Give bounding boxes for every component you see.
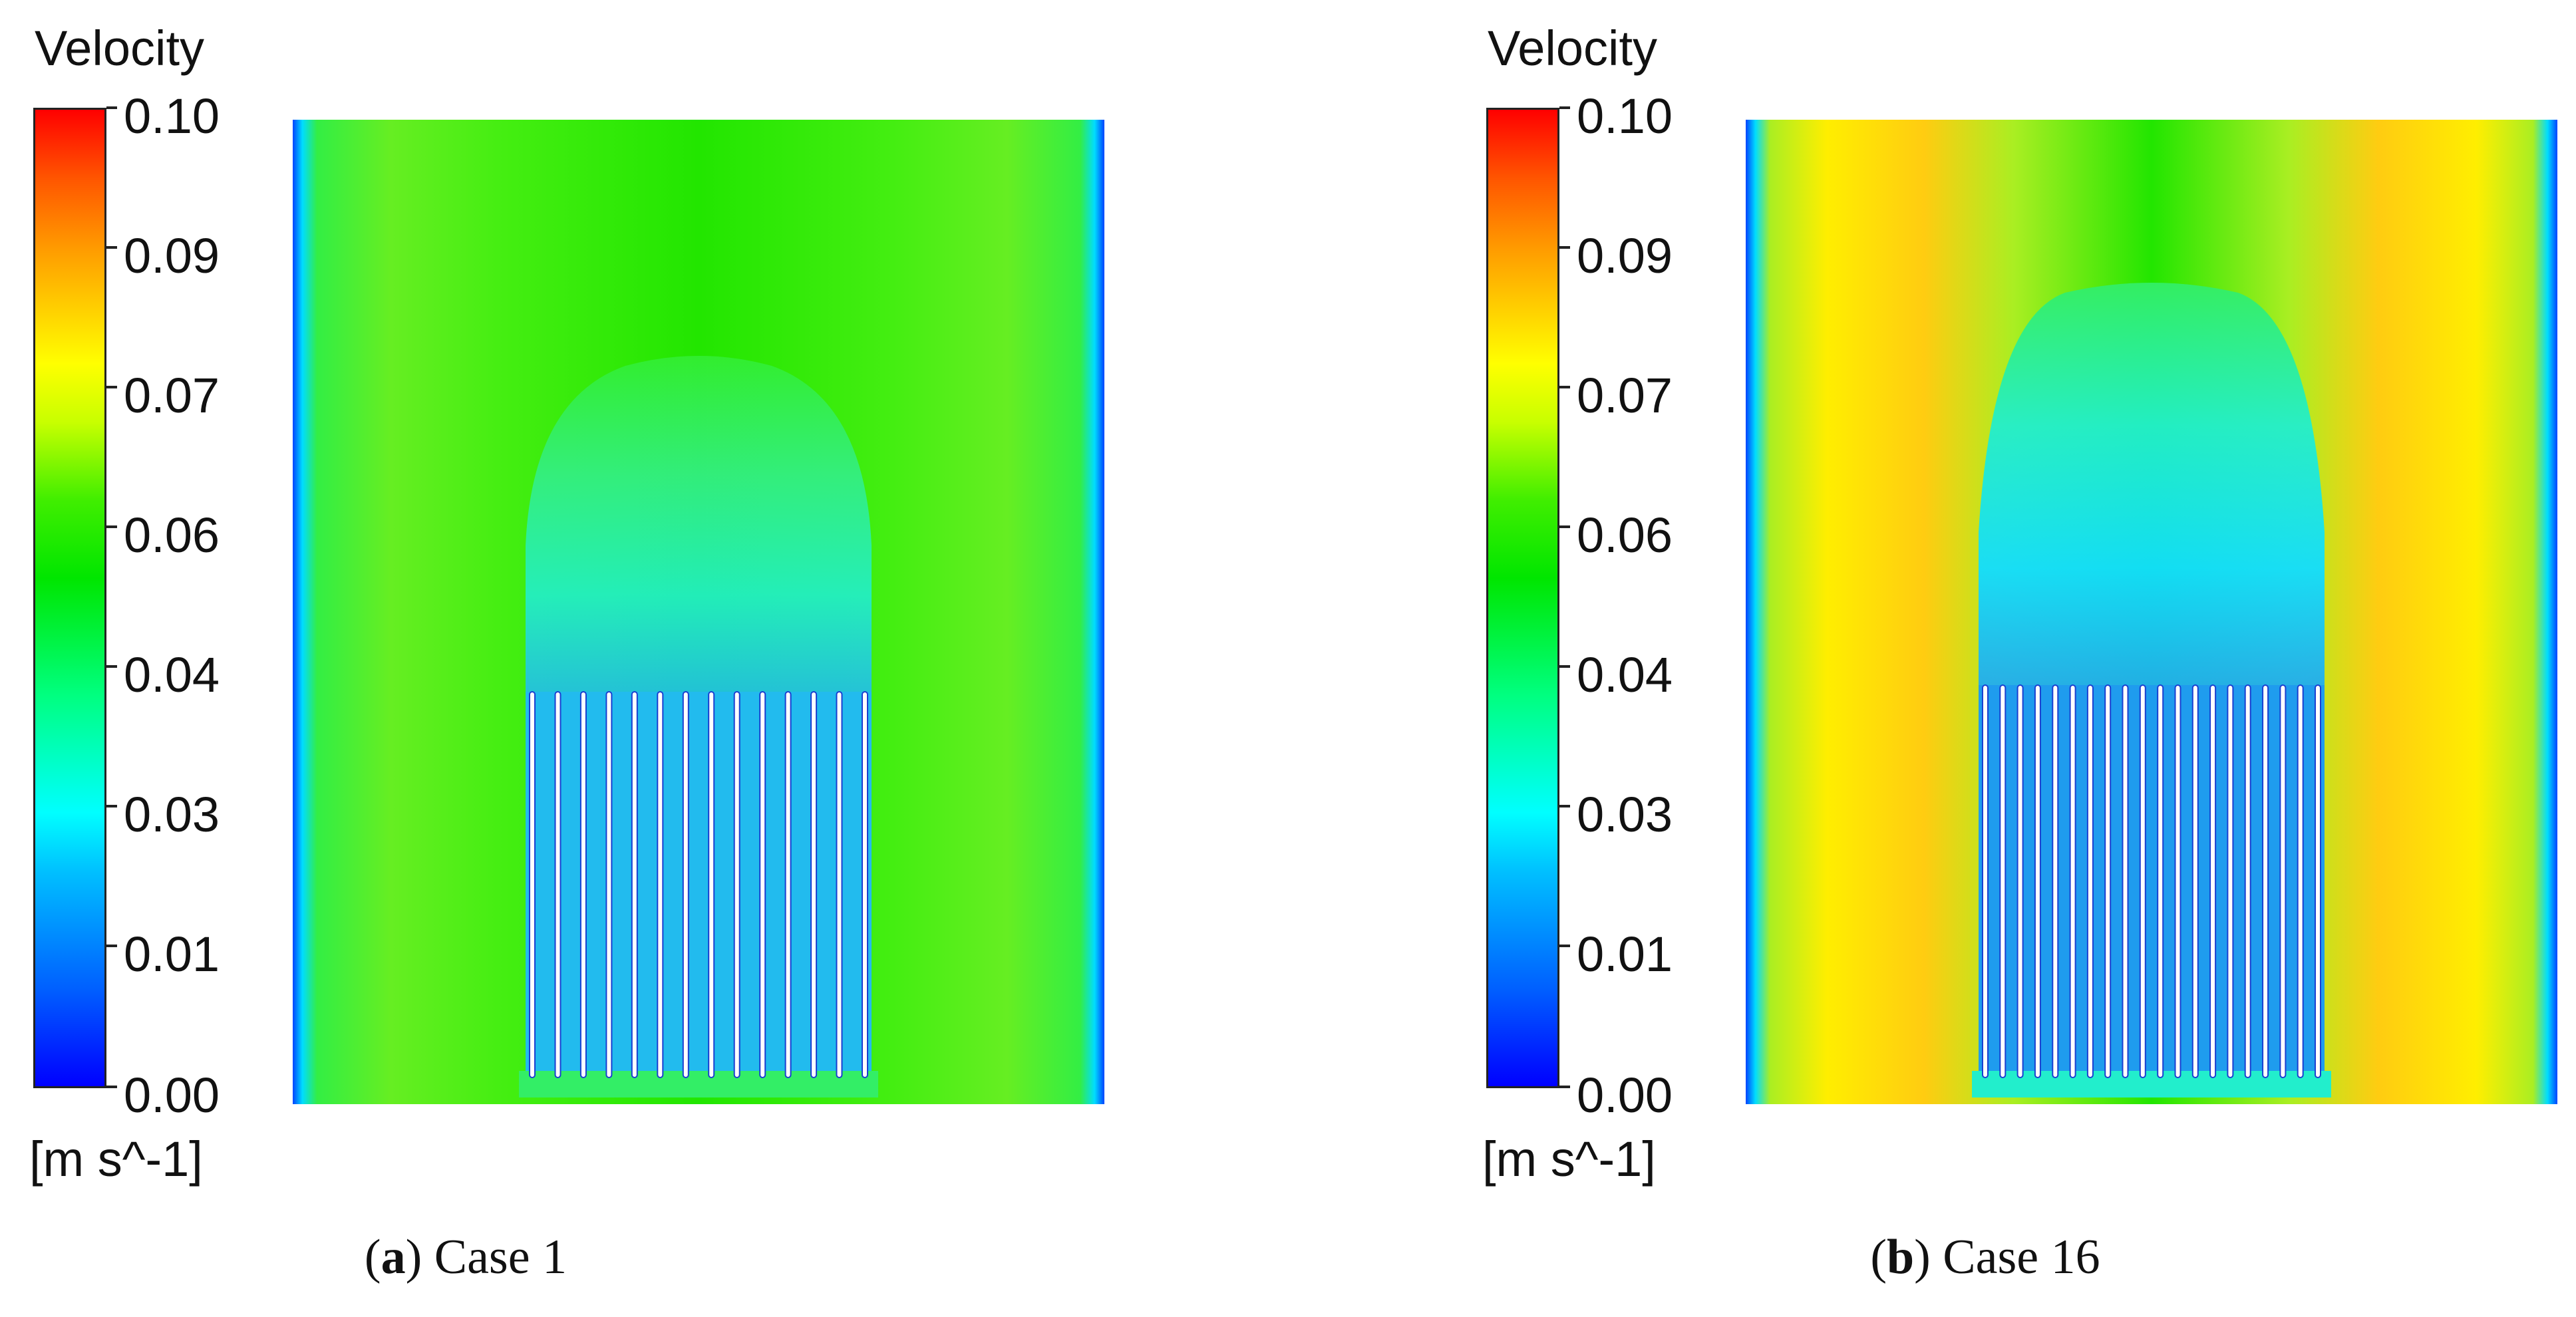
tick-label-0-06: 0.06 [124,508,220,563]
caption-b: (b) Case 16 [1870,1230,2100,1284]
plate [1982,684,1989,1078]
plate [2297,684,2304,1078]
tick-label-0-00: 0.00 [1577,1068,1673,1123]
plate [2174,684,2181,1078]
plate [836,691,843,1078]
plate [2034,684,2041,1078]
plate [605,691,613,1078]
plate [862,691,868,1078]
plate [2227,684,2234,1078]
caption-text: Case 16 [1943,1230,2100,1284]
plate [2244,684,2251,1078]
plate [579,691,587,1078]
tick-mark [106,1086,117,1088]
tick-mark [106,525,117,528]
tick-label-0-00: 0.00 [124,1068,220,1123]
tick-mark [106,106,117,109]
tick-mark [1559,386,1570,388]
plate [2122,684,2129,1078]
plate [759,691,766,1078]
plate [682,691,689,1078]
colorbar-title: Velocity [35,21,205,76]
colorbar-unit: [m s^-1] [29,1131,203,1187]
tick-label-0-10: 0.10 [1577,88,1673,144]
tick-label-0-10: 0.10 [124,88,220,144]
plate [631,691,638,1078]
caption-letter: a [381,1230,406,1284]
plate-array [529,691,868,1078]
plate [2069,684,2076,1078]
panel-case-1: Velocity 0.10 0.09 0.07 0.06 0.04 0.03 0… [29,21,1104,1284]
colorbar-unit: [m s^-1] [1482,1131,1656,1187]
tick-label-0-09: 0.09 [124,228,220,283]
plate [2191,684,2199,1078]
plate-array [1982,684,2321,1078]
velocity-colorbar [33,108,106,1088]
tick-label-0-09: 0.09 [1577,228,1673,283]
plate [2262,684,2269,1078]
tick-label-0-07: 0.07 [124,368,220,423]
plate [2052,684,2059,1078]
tick-label-0-04: 0.04 [1577,647,1673,702]
tick-mark [1559,525,1570,528]
tick-mark [1559,1086,1570,1088]
plate [784,691,792,1078]
tick-mark [106,805,117,807]
tick-mark [1559,945,1570,947]
plate [2104,684,2112,1078]
tick-label-0-07: 0.07 [1577,368,1673,423]
plate [2086,684,2094,1078]
velocity-colorbar [1486,108,1559,1088]
panel-case-16: Velocity 0.10 0.09 0.07 0.06 0.04 0.03 0… [1453,0,2576,1317]
tick-mark [1559,106,1570,109]
plate [2279,684,2287,1078]
tick-label-0-04: 0.04 [124,647,220,702]
tick-label-0-01: 0.01 [1577,927,1673,982]
tick-label-0-03: 0.03 [124,787,220,842]
plate [2209,684,2217,1078]
tick-mark [106,665,117,668]
plate [2016,684,2024,1078]
caption-a: (a) Case 1 [364,1230,567,1284]
plate [2315,684,2321,1078]
plate [657,691,664,1078]
tick-label-0-06: 0.06 [1577,508,1673,563]
velocity-contour-plot [293,120,1104,1104]
tick-label-0-01: 0.01 [124,927,220,982]
tick-mark [1559,665,1570,668]
plate [810,691,818,1078]
tick-mark [106,386,117,388]
tick-mark [1559,246,1570,249]
plate [2157,684,2164,1078]
plate [529,691,536,1078]
tick-label-0-03: 0.03 [1577,787,1673,842]
plate [708,691,715,1078]
tick-mark [1559,805,1570,807]
caption-letter: b [1886,1230,1915,1284]
tick-mark [106,945,117,947]
caption-text: Case 1 [434,1230,567,1284]
plate [554,691,562,1078]
plate [733,691,740,1078]
colorbar-title: Velocity [1488,21,1658,76]
tick-mark [106,246,117,249]
plate [1999,684,2007,1078]
velocity-contour-plot [1746,120,2557,1104]
plate [2139,684,2146,1078]
